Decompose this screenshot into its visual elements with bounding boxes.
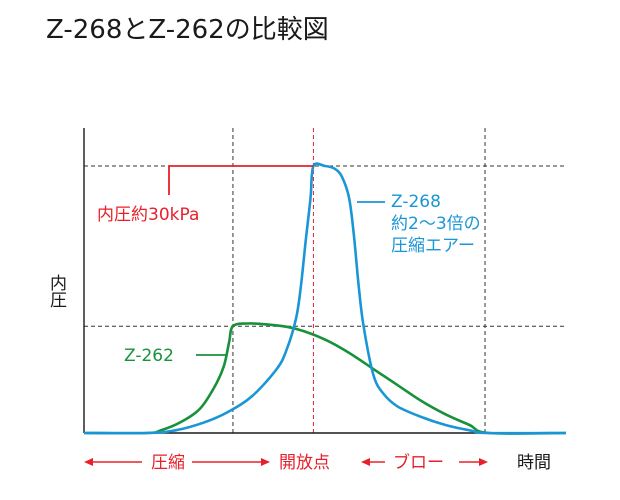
compression-arrowhead-left xyxy=(84,458,93,466)
z268-note-line1: 約2～3倍の xyxy=(391,214,481,234)
y-axis-label-text: 内圧 xyxy=(46,274,67,308)
phase-row: 圧縮 開放点 ブロー xyxy=(84,452,488,473)
compression-arrowhead-right xyxy=(261,458,270,466)
x-axis-label: 時間 xyxy=(517,453,551,473)
z268-label: Z-268 xyxy=(391,192,441,212)
y-axis-label: 内圧 xyxy=(46,274,67,308)
grid-lines xyxy=(84,128,566,433)
chart-title: Z-268とZ-262の比較図 xyxy=(46,15,329,45)
series-line-z262 xyxy=(83,322,567,435)
series-line-z268 xyxy=(83,162,567,435)
blow-arrowhead-right xyxy=(479,458,488,466)
phase-label-blow: ブロー xyxy=(393,452,444,473)
peak-pressure-label: 内圧約30kPa xyxy=(97,205,199,225)
phase-label-compression: 圧縮 xyxy=(151,453,185,473)
z268-note-line2: 圧縮エアー xyxy=(391,236,475,256)
peak-pressure-leader xyxy=(168,165,314,195)
z262-label: Z-262 xyxy=(124,346,174,366)
phase-label-release-point: 開放点 xyxy=(279,453,330,473)
